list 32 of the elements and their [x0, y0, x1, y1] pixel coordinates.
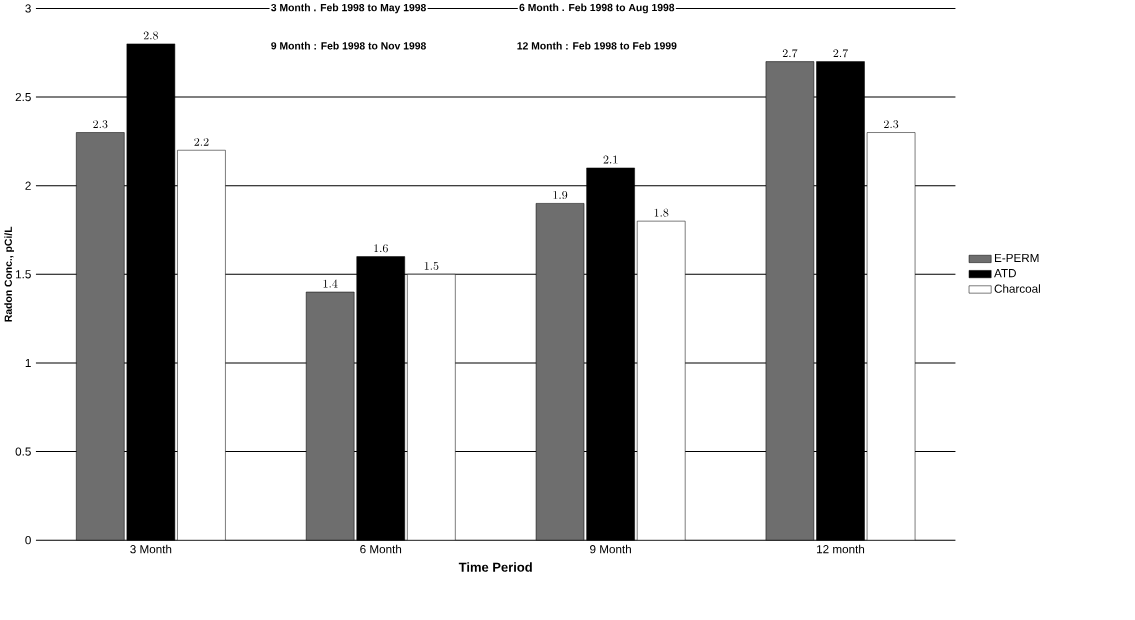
x-tick-label: 3 Month [130, 544, 172, 554]
y-tick-label: 2.5 [15, 92, 31, 102]
data-label: 2.7 [833, 49, 848, 58]
data-label: 2.8 [143, 31, 159, 40]
data-label: 1 .9 [553, 191, 568, 200]
data-label: 1 .6 [374, 244, 388, 253]
data-label: 1 .5 [424, 261, 439, 271]
legend-label: ATD [994, 269, 1016, 278]
y-tick-label: 0 [25, 536, 31, 545]
legend-label: Charcoal [994, 284, 1040, 293]
data-label: 2.2 [194, 137, 209, 146]
x-tick-label: 12 month [817, 544, 865, 554]
annotation: 3 Month . Feb 1998 to May 1998 [271, 3, 426, 14]
y-tick-label: 3 [25, 4, 31, 13]
y-tick-label: 1 [25, 358, 31, 367]
annotation: 12 Month : Feb 1998 to Feb 1999 [517, 41, 677, 50]
y-tick-label: 2 [25, 181, 31, 190]
y-tick-label: 1.5 [16, 270, 31, 279]
data-label: 2.7 [782, 49, 798, 58]
data-label: 1 .8 [654, 208, 669, 217]
x-tick-label: 6 Month [360, 544, 402, 554]
data-label: 2.3 [884, 120, 899, 129]
y-tick-label: 0.5 [15, 447, 31, 456]
data-label: 2.3 [93, 120, 108, 129]
annotation: 9 Month : Feb 1998 to Nov 1998 [271, 41, 426, 50]
data-label: 2. 1 [603, 155, 618, 164]
annotation: 6 Month . Feb 1998 to Aug 1998 [519, 3, 675, 14]
y-axis-title: Radon Conc., pCi/L [4, 226, 14, 322]
x-tick-label: 9 Month [590, 544, 631, 554]
x-axis-title: Time Period [458, 562, 532, 572]
data-label: 1 .4 [323, 279, 338, 288]
legend-label: E-PERM [994, 253, 1039, 263]
